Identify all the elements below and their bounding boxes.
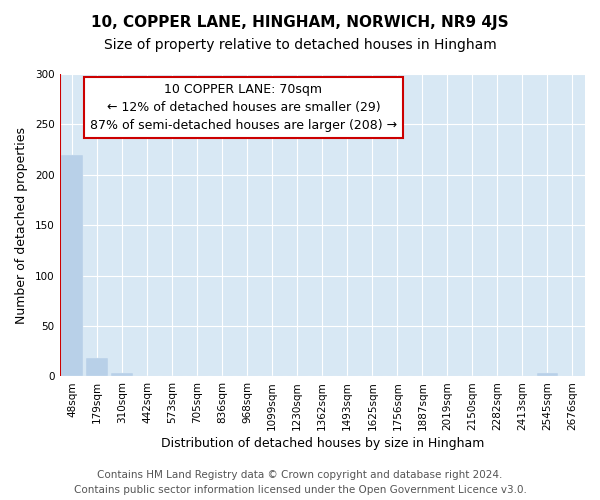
Text: Contains HM Land Registry data © Crown copyright and database right 2024.
Contai: Contains HM Land Registry data © Crown c… bbox=[74, 470, 526, 495]
Bar bbox=[537, 374, 558, 376]
Text: 10 COPPER LANE: 70sqm
← 12% of detached houses are smaller (29)
87% of semi-deta: 10 COPPER LANE: 70sqm ← 12% of detached … bbox=[90, 83, 397, 132]
X-axis label: Distribution of detached houses by size in Hingham: Distribution of detached houses by size … bbox=[161, 437, 484, 450]
Y-axis label: Number of detached properties: Number of detached properties bbox=[15, 126, 28, 324]
Text: 10, COPPER LANE, HINGHAM, NORWICH, NR9 4JS: 10, COPPER LANE, HINGHAM, NORWICH, NR9 4… bbox=[91, 15, 509, 30]
Bar bbox=[86, 358, 108, 376]
Bar bbox=[112, 374, 133, 376]
Text: Size of property relative to detached houses in Hingham: Size of property relative to detached ho… bbox=[104, 38, 496, 52]
Bar bbox=[61, 154, 83, 376]
